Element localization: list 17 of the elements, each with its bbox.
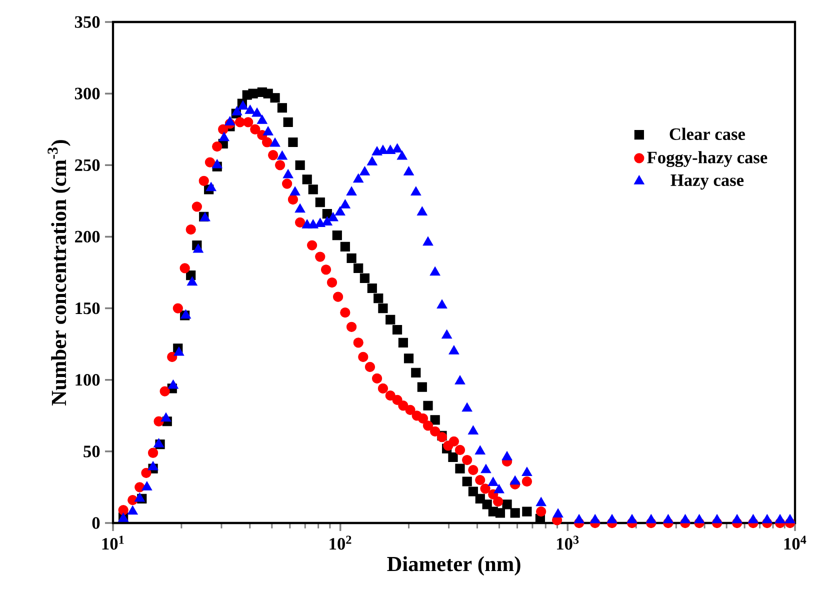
y-tick-label: 100 [76, 374, 100, 386]
y-tick-label: 50 [84, 446, 100, 458]
x-tick-label: 10$^{3}$ [557, 536, 579, 550]
x-tick-label: 10$^{4}$ [784, 536, 806, 550]
x-axis-title: Diameter (nm) [387, 556, 520, 576]
y-axis-title: Number concentration (cm$^{-3}$) [48, 140, 70, 406]
y-tick-label: 200 [75, 230, 100, 243]
y-tick-label: 350 [74, 16, 100, 28]
x-tick-label: 10$^{1}$ [102, 536, 124, 550]
legend-label: Hazy case [670, 174, 744, 190]
x-tick-label: 10$^{2}$ [330, 536, 352, 550]
y-tick-label: 300 [74, 88, 100, 100]
y-tick-label: 250 [75, 159, 100, 171]
y-tick-label: 0 [92, 517, 100, 529]
y-tick-label: 150 [76, 302, 100, 314]
legend-label: Clear case [670, 128, 746, 140]
legend-label: Foggy-hazy case [647, 151, 768, 168]
